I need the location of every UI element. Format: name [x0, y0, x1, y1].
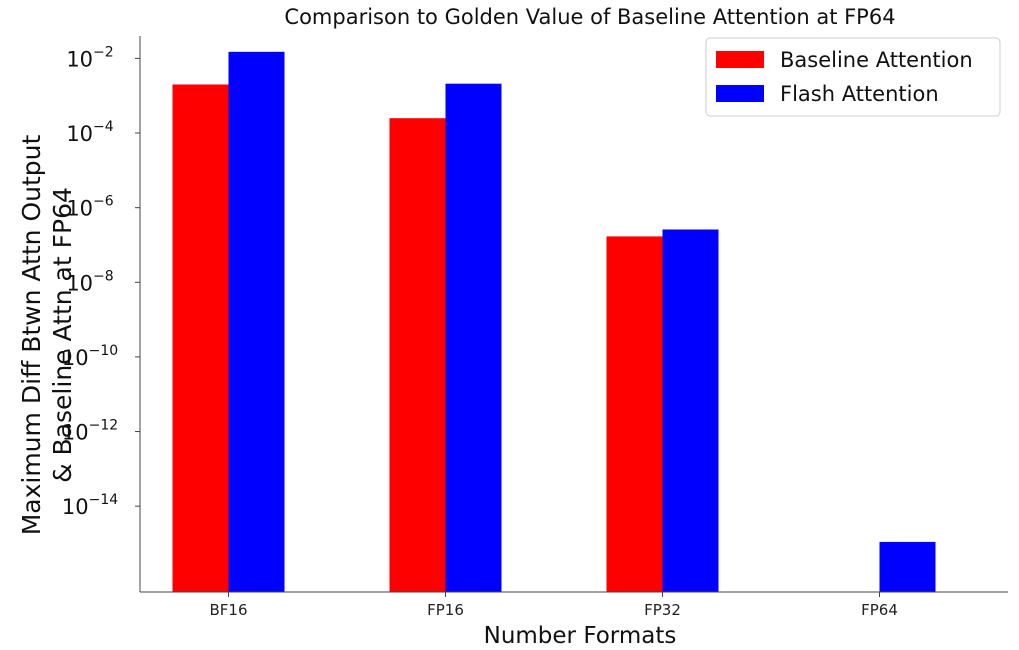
x-ticks: BF16 FP16 FP32 FP64	[209, 592, 898, 619]
legend-frame	[705, 37, 1001, 117]
bar-flash-attention-fp32	[662, 229, 719, 592]
legend-label-baseline-attention: Baseline Attention	[780, 48, 973, 72]
y-tick-label: 10−2	[66, 44, 113, 71]
y-axis-label: Maximum Diff Btwn Attn Output & Baseline…	[17, 135, 77, 536]
y-tick-label: 10−10	[62, 343, 118, 370]
bar-baseline-attention-fp16	[389, 118, 446, 592]
y-tick-label: 10−6	[66, 194, 113, 221]
y-axis-label-line-2: & Baseline Attn at FP64	[48, 187, 77, 483]
bars	[172, 51, 936, 593]
bar-baseline-attention-fp32	[606, 236, 663, 592]
y-tick-label: 10−14	[62, 492, 118, 519]
x-tick-label-bf16: BF16	[209, 601, 247, 619]
bar-flash-attention-bf16	[228, 51, 285, 593]
legend-label-flash-attention: Flash Attention	[780, 82, 939, 106]
x-axis-label: Number Formats	[484, 623, 677, 649]
y-axis-label-line-1: Maximum Diff Btwn Attn Output	[17, 135, 46, 536]
legend-swatch-flash-attention	[716, 85, 764, 102]
y-tick-label: 10−8	[66, 268, 113, 295]
x-tick-label-fp16: FP16	[427, 601, 464, 619]
x-tick-label-fp32: FP32	[644, 601, 681, 619]
bar-flash-attention-fp16	[445, 83, 502, 592]
x-tick-label-fp64: FP64	[861, 601, 898, 619]
bar-flash-attention-fp64	[879, 541, 936, 592]
legend-swatch-baseline-attention	[716, 51, 764, 68]
bar-baseline-attention-bf16	[172, 84, 229, 592]
y-tick-label: 10−4	[66, 119, 113, 146]
y-tick-label: 10−12	[62, 418, 118, 445]
chart-title: Comparison to Golden Value of Baseline A…	[284, 5, 895, 29]
y-ticks: 10−2 10−4 10−6 10−8 10−10 10−12 10−14	[62, 44, 140, 519]
legend: Baseline Attention Flash Attention	[705, 37, 1001, 117]
